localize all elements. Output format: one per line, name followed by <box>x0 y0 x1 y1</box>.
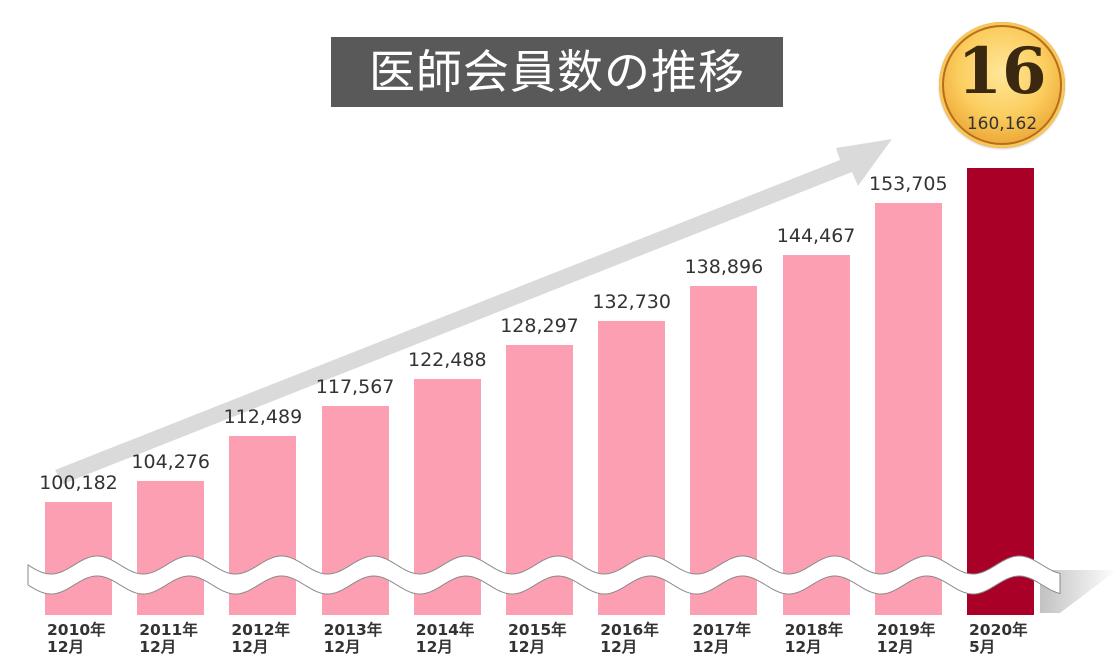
bar-2 <box>229 436 297 615</box>
bar-3 <box>321 406 389 615</box>
month-label: 12月 <box>876 638 914 656</box>
bar-value-label: 117,567 <box>315 376 395 398</box>
bar-value-label: 144,467 <box>776 225 856 247</box>
trend-arrow-icon <box>55 139 892 484</box>
bar-5 <box>506 345 573 615</box>
bar-value-label: 112,489 <box>223 406 303 428</box>
year-label: 2010年 <box>47 621 106 639</box>
month-label: 12月 <box>231 638 269 656</box>
bar-9 <box>874 203 942 615</box>
bar-value-label: 104,276 <box>131 451 210 473</box>
medal-badge: 16 160,162 <box>939 22 1065 148</box>
year-label: 2016年 <box>600 621 659 639</box>
month-label: 12月 <box>692 638 730 656</box>
bar-8 <box>782 255 850 615</box>
bar-value-label: 122,488 <box>408 349 487 371</box>
bar-category-label: 2017年 12月 <box>692 622 751 656</box>
bar-category-label: 2018年 12月 <box>785 622 844 656</box>
year-label: 2019年 <box>876 621 936 639</box>
bar-10 <box>967 168 1034 615</box>
month-label: 12月 <box>415 638 453 656</box>
month-label: 12月 <box>508 638 546 656</box>
medal-value: 160,162 <box>966 114 1038 134</box>
month-label: 12月 <box>784 638 822 656</box>
year-label: 2018年 <box>784 621 844 639</box>
year-label: 2014年 <box>415 621 475 639</box>
month-label: 12月 <box>139 638 177 656</box>
bar-category-label: 2014年 12月 <box>416 622 475 656</box>
bar-category-label: 2013年 12月 <box>324 622 383 656</box>
year-label: 2011年 <box>139 621 198 639</box>
bar-category-label: 2015年 12月 <box>508 622 567 656</box>
bar-category-label: 2016年 12月 <box>600 622 659 656</box>
bar-0 <box>45 502 112 615</box>
bar-category-label: 2011年 12月 <box>139 622 198 656</box>
bar-value-label: 153,705 <box>869 173 948 195</box>
medal-rank: 16 <box>957 34 1047 109</box>
bar-value-label: 100,182 <box>39 472 118 494</box>
bar-value-label: 132,730 <box>592 291 671 313</box>
year-label: 2015年 <box>508 621 567 639</box>
month-label: 12月 <box>323 638 361 656</box>
bar-category-label: 2010年 12月 <box>47 622 106 656</box>
year-label: 2020年 <box>969 621 1028 639</box>
bar-1 <box>137 481 205 615</box>
chart-title: 医師会員数の推移 <box>331 37 783 107</box>
bar-value-label: 138,896 <box>684 256 764 278</box>
bar-6 <box>598 321 666 615</box>
month-label: 12月 <box>600 638 638 656</box>
year-label: 2012年 <box>231 621 291 639</box>
year-label: 2017年 <box>692 621 752 639</box>
year-label: 2013年 <box>323 621 383 639</box>
month-label: 12月 <box>47 638 85 656</box>
bar-category-label: 2012年 12月 <box>231 622 290 656</box>
bar-7 <box>690 286 758 615</box>
bar-category-label: 2019年 12月 <box>877 622 936 656</box>
month-label: 5月 <box>969 638 996 656</box>
bar-4 <box>413 379 481 615</box>
bar-value-label: 128,297 <box>500 315 579 337</box>
bar-category-label: 2020年 5月 <box>969 622 1028 656</box>
